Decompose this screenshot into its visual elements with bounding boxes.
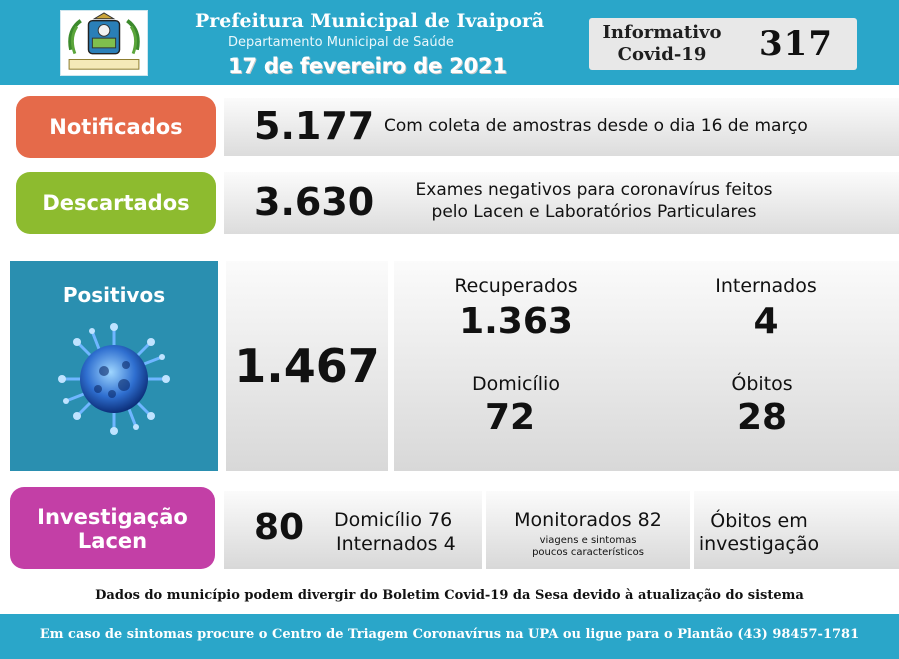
monitorados-note-line1: viagens e sintomas — [539, 535, 637, 546]
internados-label: Internados — [715, 275, 817, 297]
bulletin-date: 17 de fevereiro de 2021 — [228, 54, 507, 78]
internados-value: 4 — [753, 301, 779, 342]
descartados-description-line2: pelo Lacen e Laboratórios Particulares — [431, 202, 757, 222]
domicilio-label: Domicílio — [472, 373, 560, 395]
investigacao-label-line1: Investigação — [37, 505, 188, 529]
monitorados-panel: Monitorados 82 viagens e sintomas poucos… — [486, 491, 690, 569]
descartados-label: Descartados — [16, 172, 216, 234]
investigacao-internados: Internados 4 — [336, 533, 456, 555]
department-name: Departamento Municipal de Saúde — [228, 35, 454, 50]
monitorados-note-line2: poucos característicos — [532, 547, 644, 558]
coronavirus-icon — [58, 323, 170, 435]
descartados-bar: 3.630 Exames negativos para coronavírus … — [224, 172, 899, 234]
header-bar: Prefeitura Municipal de Ivaiporã Departa… — [0, 0, 899, 85]
positivos-label: Positivos — [62, 283, 166, 307]
positivos-details-panel: Recuperados 1.363 Internados 4 Domicílio… — [394, 261, 899, 471]
investigacao-label-line2: Lacen — [77, 529, 148, 553]
info-label: Informativo Covid-19 — [597, 22, 727, 66]
info-label-line1: Informativo — [602, 22, 722, 43]
descartados-value: 3.630 — [254, 180, 375, 224]
data-disclaimer: Dados do município podem divergir do Bol… — [95, 588, 804, 603]
obitos-label: Óbitos — [731, 373, 793, 395]
info-label-line2: Covid-19 — [617, 44, 707, 65]
obitos-investigacao-line1: Óbitos em — [710, 510, 808, 532]
descartados-description-line1: Exames negativos para coronavírus feitos — [415, 180, 773, 200]
recuperados-value: 1.363 — [459, 301, 573, 342]
municipality-title: Prefeitura Municipal de Ivaiporã — [195, 10, 545, 32]
obitos-investigacao-panel: Óbitos em investigação — [694, 491, 899, 569]
investigacao-domicilio: Domicílio 76 — [334, 509, 453, 531]
descartados-description: Exames negativos para coronavírus feitos… — [404, 179, 784, 223]
positivos-panel: Positivos — [10, 261, 218, 471]
footer-bar: Em caso de sintomas procure o Centro de … — [0, 614, 899, 659]
notificados-bar: 5.177 Com coleta de amostras desde o dia… — [224, 98, 899, 156]
investigacao-label: Investigação Lacen — [10, 487, 215, 569]
positivos-total-panel: 1.467 — [226, 261, 388, 471]
investigacao-total-panel: 80 Domicílio 76 Internados 4 — [224, 491, 482, 569]
recuperados-label: Recuperados — [454, 275, 578, 297]
notificados-value: 5.177 — [254, 104, 375, 148]
positivos-total-value: 1.467 — [234, 339, 380, 393]
edition-number: 317 — [759, 24, 833, 64]
info-badge: Informativo Covid-19 317 — [589, 18, 857, 70]
coat-of-arms-icon — [68, 12, 140, 70]
notificados-label: Notificados — [16, 96, 216, 158]
notificados-description: Com coleta de amostras desde o dia 16 de… — [384, 116, 808, 136]
obitos-value: 28 — [736, 397, 788, 438]
obitos-investigacao-line2: investigação — [698, 533, 820, 555]
domicilio-value: 72 — [484, 397, 536, 438]
coat-of-arms-logo — [60, 10, 148, 76]
monitorados-note: viagens e sintomas poucos característico… — [486, 535, 690, 559]
investigacao-total-value: 80 — [254, 507, 305, 548]
obitos-investigacao-text: Óbitos em investigação — [694, 510, 824, 556]
footer-contact-text: Em caso de sintomas procure o Centro de … — [39, 627, 860, 642]
monitorados-value: Monitorados 82 — [514, 509, 662, 531]
